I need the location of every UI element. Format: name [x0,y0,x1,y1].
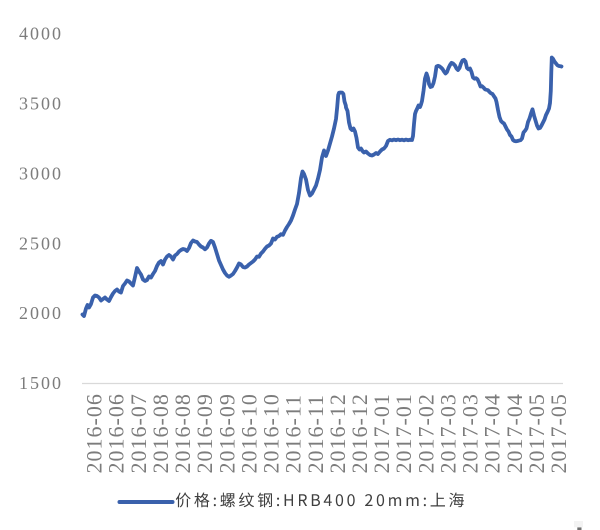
svg-text:2016-08: 2016-08 [148,393,173,473]
svg-text:2016-09: 2016-09 [192,393,217,473]
svg-text:1500: 1500 [19,373,63,393]
svg-text:2017-03: 2017-03 [435,393,460,473]
svg-text:2500: 2500 [19,233,63,253]
svg-text:2017-05: 2017-05 [524,393,549,473]
svg-text:2016-06: 2016-06 [82,393,107,473]
svg-text:2016-09: 2016-09 [214,393,239,473]
svg-text:2017-02: 2017-02 [413,393,438,473]
svg-text:2016-11: 2016-11 [303,394,328,474]
svg-text:2017-05: 2017-05 [546,393,571,473]
svg-text:4000: 4000 [19,24,63,44]
svg-text:2016-07: 2016-07 [126,393,151,473]
svg-text:2017-04: 2017-04 [502,393,527,473]
svg-text:2016-08: 2016-08 [170,393,195,473]
svg-text:2016-12: 2016-12 [347,393,372,473]
svg-text:2017-01: 2017-01 [391,393,416,473]
svg-text:3000: 3000 [19,163,63,183]
svg-text:2016-11: 2016-11 [281,394,306,474]
svg-text:2016-06: 2016-06 [104,393,129,473]
svg-text:2017-01: 2017-01 [369,393,394,473]
svg-text:2017-04: 2017-04 [480,393,505,473]
svg-text:2000: 2000 [19,303,63,323]
svg-text:3500: 3500 [19,94,63,114]
svg-text:2017-03: 2017-03 [458,393,483,473]
svg-text:2016-12: 2016-12 [325,393,350,473]
svg-text:2016-10: 2016-10 [236,393,261,473]
svg-text:2016-10: 2016-10 [259,393,284,473]
